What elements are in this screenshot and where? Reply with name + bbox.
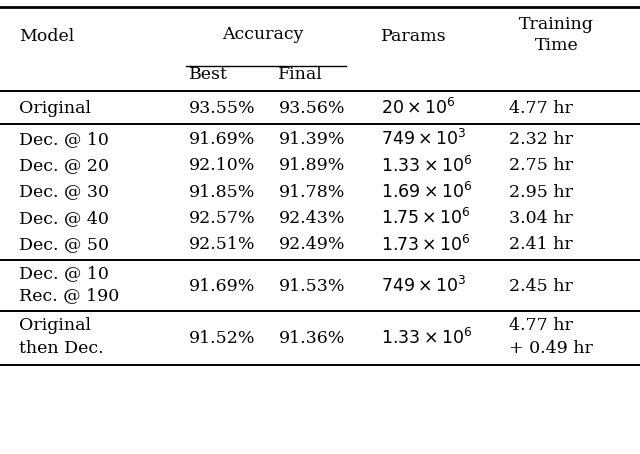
Text: $1.75 \times 10^{6}$: $1.75 \times 10^{6}$ bbox=[381, 208, 471, 228]
Text: Model: Model bbox=[19, 28, 74, 45]
Text: 2.75 hr: 2.75 hr bbox=[509, 157, 573, 174]
Text: 4.77 hr: 4.77 hr bbox=[509, 317, 573, 334]
Text: 93.55%: 93.55% bbox=[189, 99, 255, 117]
Text: Dec. @ 10: Dec. @ 10 bbox=[19, 265, 109, 282]
Text: Dec. @ 30: Dec. @ 30 bbox=[19, 183, 109, 201]
Text: 91.89%: 91.89% bbox=[278, 157, 345, 174]
Text: 92.10%: 92.10% bbox=[189, 157, 255, 174]
Text: 92.57%: 92.57% bbox=[189, 210, 255, 227]
Text: Params: Params bbox=[381, 28, 447, 45]
Text: 92.43%: 92.43% bbox=[278, 210, 345, 227]
Text: Accuracy: Accuracy bbox=[221, 25, 303, 43]
Text: 4.77 hr: 4.77 hr bbox=[509, 99, 573, 117]
Text: 2.95 hr: 2.95 hr bbox=[509, 183, 573, 201]
Text: $1.33 \times 10^{6}$: $1.33 \times 10^{6}$ bbox=[381, 156, 472, 176]
Text: 91.39%: 91.39% bbox=[278, 131, 345, 148]
Text: Dec. @ 40: Dec. @ 40 bbox=[19, 210, 109, 227]
Text: $20 \times 10^{6}$: $20 \times 10^{6}$ bbox=[381, 98, 456, 118]
Text: 91.36%: 91.36% bbox=[278, 330, 345, 347]
Text: 92.51%: 92.51% bbox=[189, 236, 255, 253]
Text: Dec. @ 20: Dec. @ 20 bbox=[19, 157, 109, 174]
Text: 91.69%: 91.69% bbox=[189, 277, 255, 295]
Text: 91.69%: 91.69% bbox=[189, 131, 255, 148]
Text: 2.41 hr: 2.41 hr bbox=[509, 236, 573, 253]
Text: 91.53%: 91.53% bbox=[278, 277, 345, 295]
Text: $1.33 \times 10^{6}$: $1.33 \times 10^{6}$ bbox=[381, 328, 472, 348]
Text: $1.69 \times 10^{6}$: $1.69 \times 10^{6}$ bbox=[381, 182, 472, 202]
Text: 91.78%: 91.78% bbox=[278, 183, 345, 201]
Text: 2.45 hr: 2.45 hr bbox=[509, 277, 573, 295]
Text: Final: Final bbox=[278, 66, 323, 84]
Text: 3.04 hr: 3.04 hr bbox=[509, 210, 573, 227]
Text: + 0.49 hr: + 0.49 hr bbox=[509, 340, 593, 357]
Text: $749 \times 10^{3}$: $749 \times 10^{3}$ bbox=[381, 129, 467, 149]
Text: $1.73 \times 10^{6}$: $1.73 \times 10^{6}$ bbox=[381, 235, 471, 255]
Text: Training: Training bbox=[520, 16, 594, 34]
Text: 91.85%: 91.85% bbox=[189, 183, 255, 201]
Text: 93.56%: 93.56% bbox=[278, 99, 345, 117]
Text: Dec. @ 10: Dec. @ 10 bbox=[19, 131, 109, 148]
Text: then Dec.: then Dec. bbox=[19, 340, 104, 357]
Text: $749 \times 10^{3}$: $749 \times 10^{3}$ bbox=[381, 276, 467, 296]
Text: 92.49%: 92.49% bbox=[278, 236, 345, 253]
Text: Original: Original bbox=[19, 99, 92, 117]
Text: Rec. @ 190: Rec. @ 190 bbox=[19, 287, 120, 305]
Text: Dec. @ 50: Dec. @ 50 bbox=[19, 236, 109, 253]
Text: Best: Best bbox=[189, 66, 228, 84]
Text: 91.52%: 91.52% bbox=[189, 330, 255, 347]
Text: Time: Time bbox=[535, 37, 579, 54]
Text: Original: Original bbox=[19, 317, 92, 334]
Text: 2.32 hr: 2.32 hr bbox=[509, 131, 573, 148]
